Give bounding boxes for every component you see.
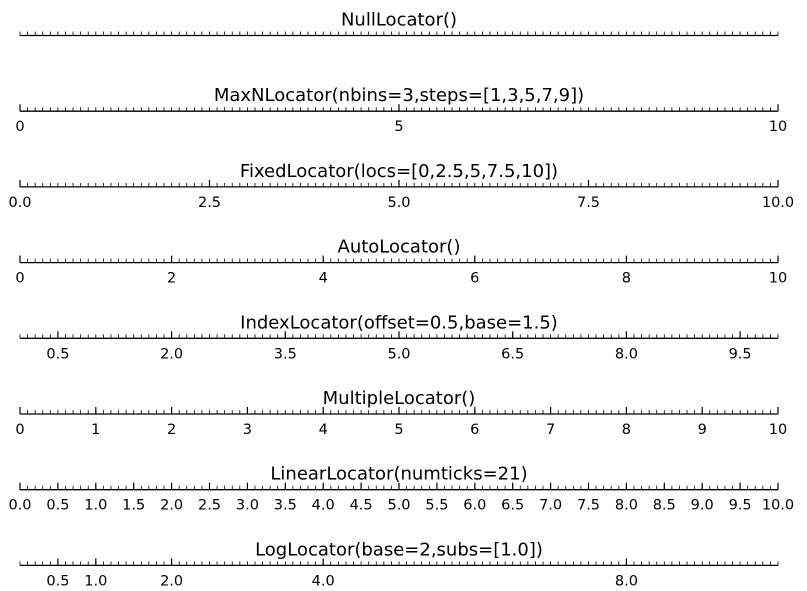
tick-label: 0.5: [46, 573, 69, 589]
panel-title: MaxNLocator(nbins=3,steps=[1,3,5,7,9]): [214, 85, 584, 106]
tick-label: 8.0: [615, 346, 638, 362]
tick-label: 10: [769, 422, 787, 438]
tick-label: 4: [319, 422, 328, 438]
panel-title: NullLocator(): [341, 10, 457, 31]
tick-label: 0: [15, 271, 24, 287]
tick-label: 7: [546, 422, 555, 438]
panel-title: FixedLocator(locs=[0,2.5,5,7.5,10]): [240, 161, 558, 182]
tick-label: 3: [243, 422, 252, 438]
tick-label: 0.5: [46, 346, 69, 362]
locator-panel: LogLocator(base=2,subs=[1.0]) 0.5 1.0 2.0 4.…: [19, 539, 779, 589]
tick-label: 4.0: [312, 498, 335, 514]
tick-label: 2: [167, 271, 176, 287]
panel-title: LogLocator(base=2,subs=[1.0]): [255, 539, 543, 560]
panel-title: LinearLocator(numticks=21): [270, 464, 527, 485]
tick-label: 2.0: [160, 346, 183, 362]
tick-label: 8: [622, 271, 631, 287]
tick-label: 9.5: [729, 498, 752, 514]
tick-label: 7.5: [577, 195, 600, 211]
tick-label: 7.5: [577, 498, 600, 514]
tick-label: 5.5: [425, 498, 448, 514]
tick-label: 6: [470, 271, 479, 287]
tick-label: 6.5: [501, 498, 524, 514]
tick-label: 0.0: [8, 195, 31, 211]
tick-label: 5.0: [387, 346, 410, 362]
tick-label: 8.0: [615, 573, 638, 589]
tick-label: 0.5: [46, 498, 69, 514]
tick-label: 10: [769, 119, 787, 135]
tick-label: 10.0: [762, 195, 794, 211]
tick-label: 1.0: [84, 498, 107, 514]
tick-label: 5.0: [387, 498, 410, 514]
tick-label: 8.5: [653, 498, 676, 514]
panel-title: IndexLocator(offset=0.5,base=1.5): [240, 312, 558, 333]
tick-label: 8.0: [615, 498, 638, 514]
locator-panel: LinearLocator(numticks=21) 0.0 0.5 1.0 1.5 2.…: [8, 464, 794, 514]
tick-label: 3.0: [236, 498, 259, 514]
tick-label: 7.0: [539, 498, 562, 514]
tick-label: 5.0: [387, 195, 410, 211]
tick-label: 1.5: [122, 498, 145, 514]
tick-label: 6.0: [463, 498, 486, 514]
locator-panel: FixedLocator(locs=[0,2.5,5,7.5,10]) 0.0 2.…: [8, 161, 794, 211]
locator-panel: MultipleLocator() 0 1 2 3 4 5 6 7 8 9 10: [15, 388, 787, 438]
tick-label: 3.5: [274, 346, 297, 362]
panel-title: MultipleLocator(): [323, 388, 476, 409]
tick-label: 0: [15, 119, 24, 135]
locator-panel: MaxNLocator(nbins=3,steps=[1,3,5,7,9]) 0 5…: [15, 85, 787, 135]
tick-label: 2: [167, 422, 176, 438]
tick-label: 0.0: [8, 498, 31, 514]
tick-label: 4.5: [350, 498, 373, 514]
tick-label: 0: [15, 422, 24, 438]
tick-label: 10.0: [762, 498, 794, 514]
locator-panel: IndexLocator(offset=0.5,base=1.5) 0.5 2.0 3…: [19, 312, 779, 362]
tick-label: 2.0: [160, 573, 183, 589]
tick-label: 3.5: [274, 498, 297, 514]
tick-label: 1: [91, 422, 100, 438]
tick-label: 2.5: [198, 498, 221, 514]
tick-label: 6: [470, 422, 479, 438]
tick-label: 10: [769, 271, 787, 287]
tick-label: 8: [622, 422, 631, 438]
tick-label: 9.0: [691, 498, 714, 514]
tick-label: 5: [394, 119, 403, 135]
tick-label: 5: [394, 422, 403, 438]
tick-label: 4.0: [312, 573, 335, 589]
panel-title: AutoLocator(): [338, 237, 461, 258]
locator-panel: AutoLocator() 0 2 4 6 8 10: [15, 237, 787, 287]
tick-label: 6.5: [501, 346, 524, 362]
tick-label: 9: [698, 422, 707, 438]
tick-label: 2.0: [160, 498, 183, 514]
locator-panel: NullLocator(): [19, 10, 779, 37]
tick-label: 9.5: [729, 346, 752, 362]
tick-label: 2.5: [198, 195, 221, 211]
tick-label: 1.0: [84, 573, 107, 589]
tick-label: 4: [319, 271, 328, 287]
